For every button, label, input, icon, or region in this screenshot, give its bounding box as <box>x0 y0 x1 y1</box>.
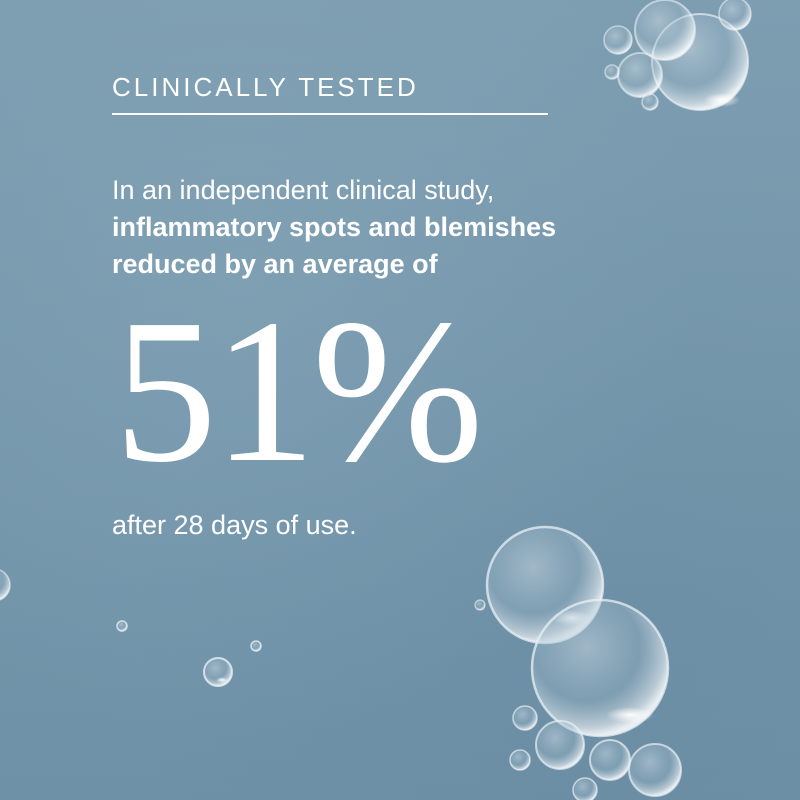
intro-line-3: reduced by an average of <box>112 249 438 279</box>
heading-clinically-tested: CLINICALLY TESTED <box>112 72 419 102</box>
small-bubbles <box>0 569 262 687</box>
bubble-cluster-top-right <box>603 0 752 111</box>
intro-line-1: In an independent clinical study, <box>112 175 495 205</box>
heading-underline <box>112 113 548 115</box>
footer-text: after 28 days of use. <box>112 510 357 540</box>
intro-line-2: inflammatory spots and blemishes <box>112 212 557 242</box>
stat-percentage: 51% <box>114 276 484 505</box>
intro-text: In an independent clinical study, inflam… <box>112 172 712 283</box>
bubble-cluster-bottom-right <box>474 525 682 800</box>
